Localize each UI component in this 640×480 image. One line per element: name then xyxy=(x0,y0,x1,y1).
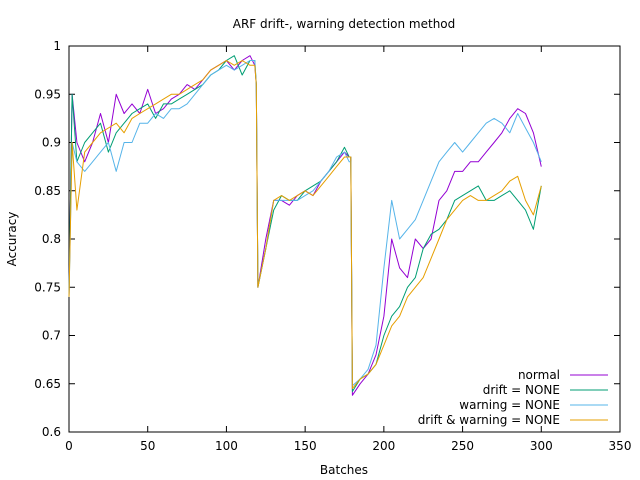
legend-label: drift = NONE xyxy=(483,383,560,397)
y-axis-label: Accuracy xyxy=(5,212,19,267)
x-tick-label: 0 xyxy=(65,439,73,453)
y-tick-label: 0.8 xyxy=(42,232,61,246)
y-tick-label: 0.9 xyxy=(42,136,61,150)
y-tick-label: 0.7 xyxy=(42,329,61,343)
series-line-3 xyxy=(68,60,542,387)
x-tick-label: 200 xyxy=(372,439,395,453)
y-tick-label: 0.95 xyxy=(34,87,61,101)
x-tick-label: 300 xyxy=(530,439,553,453)
series-line-4 xyxy=(68,60,542,390)
x-tick-label: 50 xyxy=(140,439,155,453)
series-line-2 xyxy=(68,55,542,392)
y-tick-label: 1 xyxy=(53,39,61,53)
y-tick-label: 0.6 xyxy=(42,425,61,439)
y-tick-label: 0.85 xyxy=(34,184,61,198)
x-axis-label: Batches xyxy=(320,463,368,477)
chart-title: ARF drift-, warning detection method xyxy=(233,17,456,31)
legend-label: warning = NONE xyxy=(459,398,560,412)
plot-area: 0 50 100 150 200 250 300 350 0.6 0.65 0.7 0.75 0.8 0.… xyxy=(34,39,631,453)
x-tick-label: 100 xyxy=(215,439,238,453)
y-tick-label: 0.65 xyxy=(34,377,61,391)
y-tick-label: 0.75 xyxy=(34,280,61,294)
legend-label: drift & warning = NONE xyxy=(418,413,560,427)
x-tick-label: 250 xyxy=(451,439,474,453)
series-line-1 xyxy=(68,55,542,396)
legend-label: normal xyxy=(518,368,560,382)
x-tick-label: 350 xyxy=(609,439,632,453)
x-tick-label: 150 xyxy=(294,439,317,453)
